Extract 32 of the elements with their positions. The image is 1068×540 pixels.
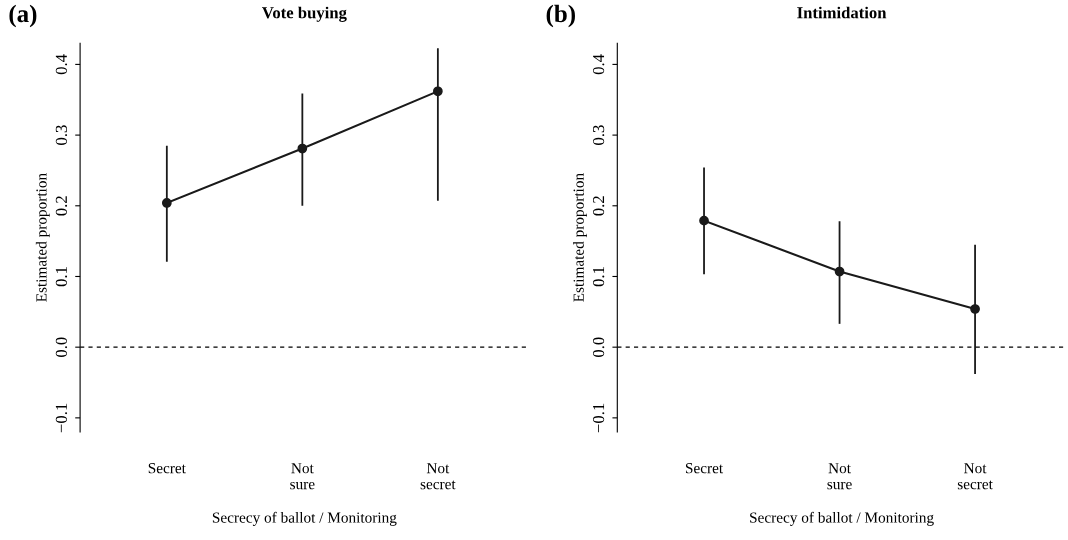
- chart-title: Intimidation: [797, 6, 887, 19]
- x-tick-label: Not sure: [290, 463, 315, 490]
- y-tick-label: 0.0: [592, 337, 605, 357]
- y-axis-title: Estimated proportion: [573, 173, 587, 302]
- y-axis-title: Estimated proportion: [35, 173, 50, 302]
- x-tick-label: Secret: [148, 463, 186, 474]
- y-tick-label: 0.3: [55, 125, 68, 145]
- x-tick-label: Not sure: [827, 463, 852, 490]
- x-tick-label: Secret: [685, 463, 724, 474]
- x-axis-title: Secrecy of ballot / Monitoring: [212, 511, 397, 526]
- point: [161, 198, 172, 208]
- point: [970, 304, 980, 314]
- y-tick-label: 0.3: [592, 125, 605, 145]
- y-tick-label: 0.0: [55, 337, 68, 357]
- x-tick-label: Not secret: [957, 463, 993, 490]
- x-axis-title: Secrecy of ballot / Monitoring: [750, 511, 934, 526]
- x-tick-label: Not secret: [420, 463, 456, 490]
- point: [433, 86, 443, 97]
- point: [834, 266, 845, 277]
- chart-title: Vote buying: [262, 6, 347, 22]
- y-tick-label: 0.4: [55, 54, 68, 75]
- y-tick-label: 0.2: [55, 196, 68, 216]
- y-tick-label: 0.4: [592, 54, 605, 75]
- y-tick-label: 0.1: [55, 267, 68, 287]
- y-tick-label: 0.2: [592, 196, 605, 216]
- point: [297, 143, 308, 154]
- y-tick-label: −0.1: [55, 403, 68, 433]
- text: (b): [546, 4, 575, 28]
- text: (a): [9, 4, 37, 28]
- y-tick-label: 0.1: [592, 267, 605, 287]
- point: [699, 215, 709, 226]
- y-tick-label: −0.1: [592, 403, 605, 433]
